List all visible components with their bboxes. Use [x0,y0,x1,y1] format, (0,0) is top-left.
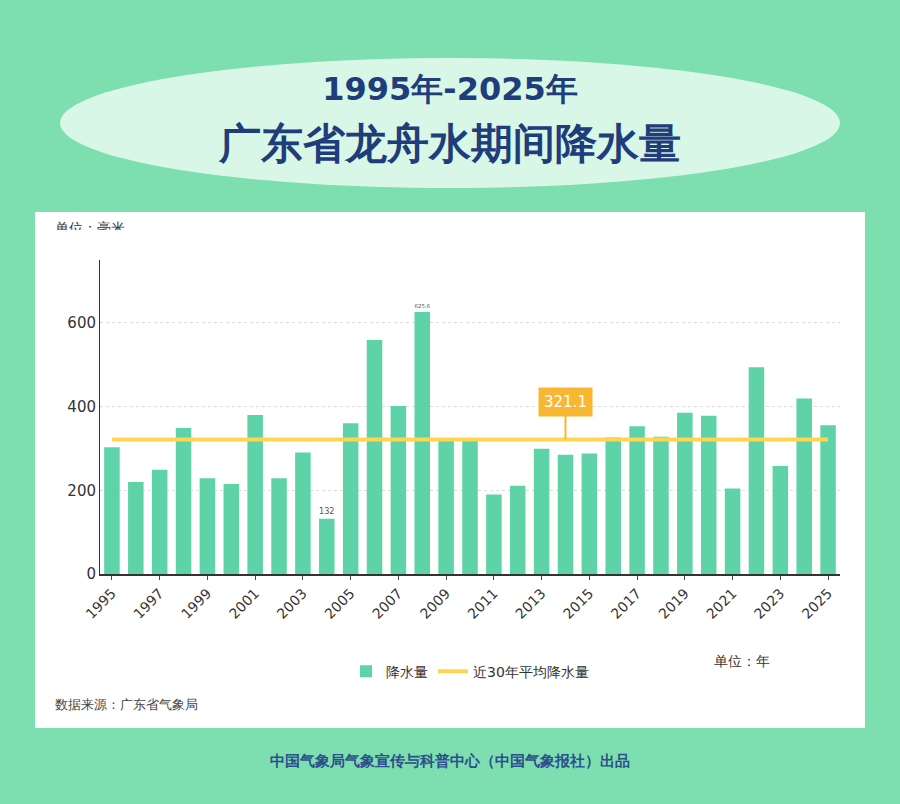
svg-text:2017: 2017 [608,585,645,622]
svg-text:1997: 1997 [130,585,167,622]
svg-text:2011: 2011 [464,585,501,622]
svg-text:200: 200 [67,482,96,500]
svg-text:0: 0 [86,565,96,583]
svg-text:1995: 1995 [82,585,119,622]
html-text:中国气象局气象宣传与科普中心（中国气象报社）出品: 中国气象局气象宣传与科普中心（中国气象报社）出品 [270,752,630,770]
svg-text:近30年平均降水量: 近30年平均降水量 [473,664,589,680]
svg-text:2013: 2013 [512,585,549,622]
svg-text:2021: 2021 [703,585,740,622]
svg-text:2019: 2019 [655,585,692,622]
svg-text:2001: 2001 [226,585,263,622]
svg-text:降水量: 降水量 [386,664,428,680]
svg-text:2023: 2023 [751,585,788,622]
svg-text:1999: 1999 [178,585,215,622]
svg-text:132: 132 [319,506,334,516]
svg-text:600: 600 [67,314,96,332]
html-text:数据来源：广东省气象局: 数据来源：广东省气象局 [55,697,198,712]
svg-text:2015: 2015 [560,585,597,622]
svg-text:2025: 2025 [799,585,836,622]
html-text:单位：毫米: 单位：毫米 [55,220,125,236]
svg-text:400: 400 [67,398,96,416]
svg-text:2003: 2003 [273,585,310,622]
svg-text:321.1: 321.1 [544,393,587,411]
svg-text:2005: 2005 [321,585,358,622]
svg-text:2009: 2009 [417,585,454,622]
svg-text:625.6: 625.6 [415,303,431,309]
html-text:广东省龙舟水期间降水量: 广东省龙舟水期间降水量 [219,119,681,168]
svg-text:2007: 2007 [369,585,406,622]
html-text:单位：年: 单位：年 [714,653,770,669]
html-text:1995年-2025年: 1995年-2025年 [322,70,578,108]
